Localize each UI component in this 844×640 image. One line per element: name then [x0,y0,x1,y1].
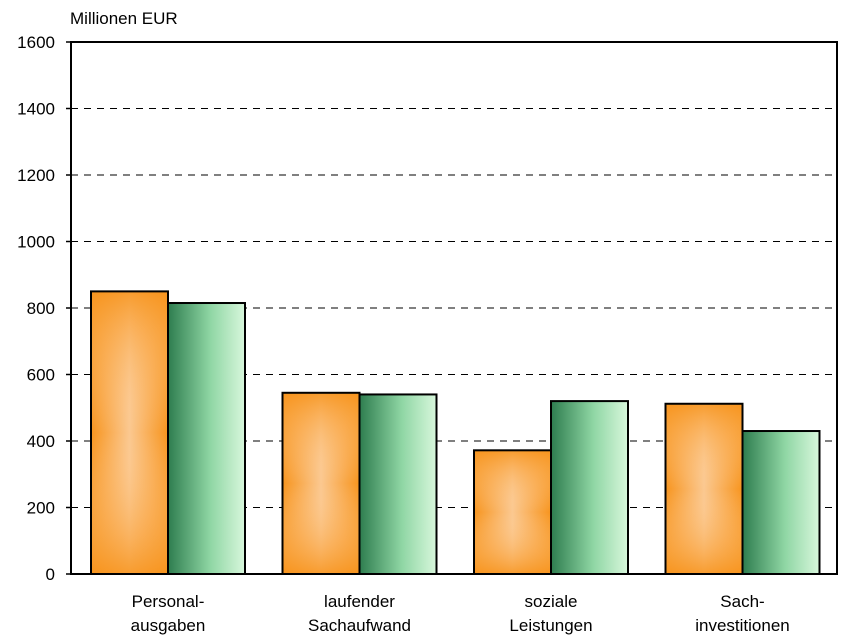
y-tick-label: 400 [27,432,55,451]
y-tick-labels: 0 200 400 600 800 1000 1200 1400 1600 [17,33,71,584]
bar-series-1 [473,449,552,575]
y-axis-label: Millionen EUR [70,9,178,28]
bar-fill [551,401,628,574]
bar-fill [742,431,820,574]
x-category-label: soziale [525,592,578,611]
y-tick-label: 800 [27,299,55,318]
y-tick-label: 1200 [17,166,55,185]
bar-shading [474,450,551,574]
bar-fill [359,394,437,574]
bar-series-2 [358,393,438,576]
bars [90,290,821,576]
y-tick-label: 600 [27,366,55,385]
bar-series-2 [550,400,629,575]
x-category-label: laufender [324,592,395,611]
x-category-label: Leistungen [509,616,592,635]
x-category-label: Sachaufwand [308,616,411,635]
bar-fill [168,303,245,574]
y-tick-label: 1400 [17,100,55,119]
x-category-label: Sach- [720,592,764,611]
y-tick-label: 1000 [17,233,55,252]
bar-series-1 [664,402,744,576]
plot-area-frame [70,41,838,575]
bar-series-1 [281,391,361,575]
x-category-label: Personal- [132,592,205,611]
bar-series-1 [90,290,169,575]
y-tick-label: 0 [46,565,55,584]
bar-series-2 [741,430,821,575]
y-tick-label: 1600 [17,33,55,52]
x-category-label: investitionen [695,616,790,635]
bar-shading [91,291,168,574]
bar-shading [282,392,360,574]
y-tick-label: 200 [27,499,55,518]
x-category-label: ausgaben [131,616,206,635]
bar-shading [665,403,743,574]
category-labels: Personal-ausgaben laufender Sachaufwand soz… [131,592,790,635]
bar-series-2 [167,302,246,575]
